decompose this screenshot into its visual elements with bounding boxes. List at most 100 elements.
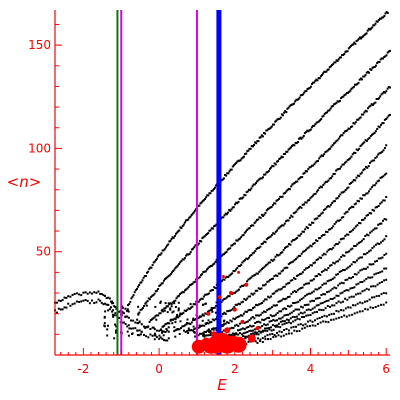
data-point: [287, 187, 290, 190]
data-point: [350, 295, 353, 298]
data-point: [158, 285, 161, 287]
data-point: [347, 306, 350, 309]
data-point: [290, 311, 293, 314]
data-point: [303, 203, 305, 206]
data-point: [268, 296, 271, 299]
data-point: [362, 113, 365, 116]
data-point: [259, 216, 262, 219]
data-point: [244, 310, 247, 313]
data-point: [319, 119, 322, 122]
data-point: [318, 287, 320, 290]
data-point: [335, 273, 338, 276]
data-point: [335, 309, 338, 312]
data-point: [213, 286, 216, 289]
data-point: [272, 318, 275, 321]
data-point: [307, 303, 310, 306]
data-point: [348, 90, 351, 93]
data-point: [385, 292, 388, 295]
data-point: [360, 171, 363, 174]
data-point: [326, 231, 329, 233]
data-point: [332, 142, 335, 145]
x-tick-label: 2: [231, 362, 239, 376]
data-point: [370, 160, 373, 163]
data-point: [264, 241, 267, 244]
data-point: [260, 134, 263, 137]
data-point: [259, 269, 262, 272]
data-point: [55, 311, 58, 314]
data-point: [169, 302, 172, 305]
data-point: [305, 131, 308, 134]
data-point: [329, 65, 332, 68]
data-point: [380, 222, 383, 225]
data-point: [145, 301, 148, 304]
data-point: [362, 238, 365, 241]
data-point: [181, 225, 184, 227]
data-point: [126, 325, 129, 328]
data-point: [352, 261, 355, 263]
data-point: [336, 60, 339, 62]
data-point: [268, 333, 271, 336]
data-point: [354, 293, 357, 296]
data-point: [192, 247, 194, 250]
data-point: [240, 157, 243, 160]
data-point: [326, 149, 329, 152]
data-point: [264, 324, 267, 327]
data-point: [270, 234, 273, 237]
data-point: [174, 329, 177, 332]
data-point: [358, 78, 361, 81]
data-point: [232, 164, 235, 167]
data-point: [293, 144, 296, 147]
data-point: [377, 60, 380, 63]
data-point: [315, 259, 318, 261]
data-point: [306, 170, 308, 173]
data-point: [374, 227, 376, 230]
data-point: [316, 323, 319, 325]
red-marker: [211, 331, 217, 338]
data-point: [222, 177, 225, 180]
data-point: [214, 186, 216, 189]
data-point: [378, 61, 381, 63]
data-point: [298, 234, 301, 237]
data-point: [229, 209, 232, 212]
data-point: [327, 299, 330, 302]
data-point: [297, 178, 300, 181]
data-point: [233, 318, 236, 321]
data-point: [359, 145, 362, 147]
data-point: [264, 132, 267, 135]
data-point: [326, 280, 329, 283]
data-point: [335, 197, 338, 200]
data-point: [244, 331, 247, 334]
data-point: [240, 284, 243, 287]
data-point: [253, 143, 255, 146]
data-point: [255, 272, 258, 275]
data-point: [382, 122, 385, 125]
data-point: [277, 160, 280, 163]
data-point: [378, 179, 380, 182]
data-point: [307, 246, 310, 249]
data-point: [383, 56, 386, 58]
data-point: [252, 329, 254, 332]
data-point: [349, 248, 352, 251]
data-point: [318, 187, 321, 189]
data-point: [363, 267, 365, 270]
data-point: [162, 279, 165, 282]
data-point: [165, 328, 168, 330]
data-point: [326, 111, 329, 114]
data-point: [325, 269, 328, 272]
data-point: [340, 191, 343, 194]
data-point: [207, 330, 210, 332]
data-point: [336, 243, 339, 246]
data-point: [166, 244, 169, 247]
data-point: [59, 308, 62, 311]
data-point: [303, 316, 305, 318]
data-point: [336, 139, 339, 142]
data-point: [306, 227, 309, 230]
data-point: [278, 197, 280, 200]
data-point: [327, 109, 330, 112]
data-point: [297, 274, 300, 277]
data-point: [272, 304, 275, 307]
data-point: [257, 337, 259, 340]
data-point: [266, 309, 269, 312]
data-point: [320, 308, 323, 311]
